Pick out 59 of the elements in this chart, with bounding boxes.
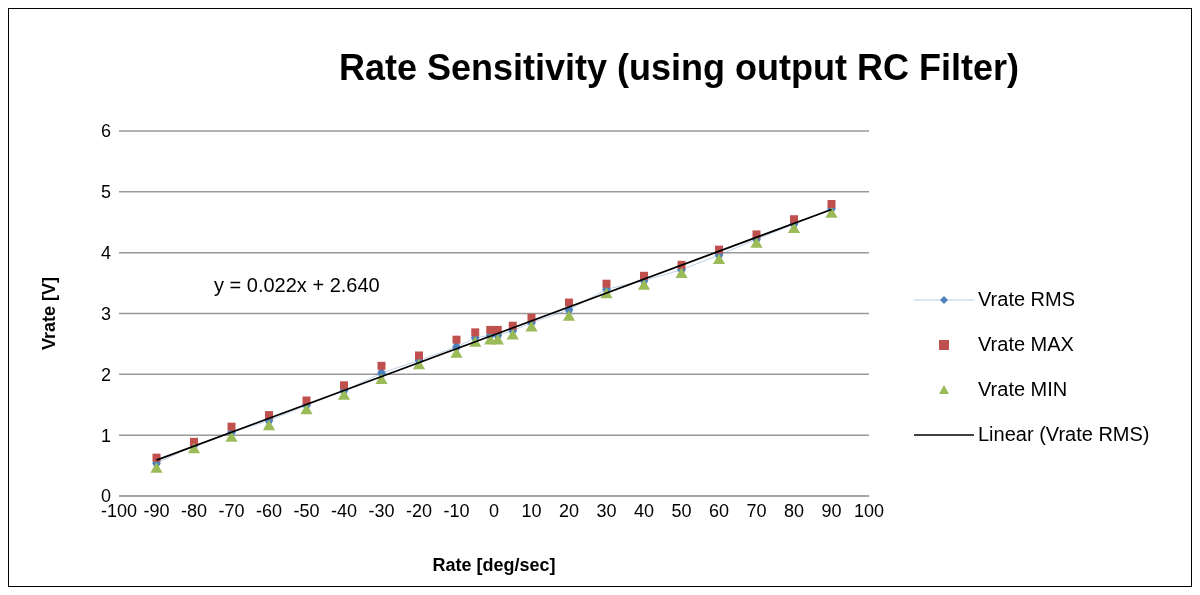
x-tick-label: 70 — [746, 500, 767, 521]
y-tick-label: 4 — [100, 243, 111, 264]
y-tick-label: 2 — [100, 364, 111, 385]
point — [471, 328, 480, 337]
y-axis-title: Vrate [V] — [39, 276, 60, 351]
legend-label: Vrate MAX — [978, 333, 1074, 356]
x-axis-title: Rate [deg/sec] — [432, 555, 556, 575]
y-tick-label: 5 — [100, 182, 111, 203]
x-tick-label: 50 — [671, 500, 692, 521]
x-tick-label: 60 — [708, 500, 730, 521]
point — [637, 279, 651, 290]
point — [827, 200, 836, 208]
point — [712, 253, 726, 265]
annotation: y = 0.022x + 2.640 — [214, 274, 380, 298]
y-tick-label: 3 — [100, 303, 111, 324]
point — [262, 419, 276, 431]
x-tick-label: -70 — [218, 500, 245, 521]
x-tick-label: -50 — [293, 500, 320, 521]
point — [337, 389, 351, 400]
point — [340, 381, 348, 390]
point — [525, 321, 538, 332]
point — [486, 325, 495, 334]
point — [562, 310, 576, 321]
point — [825, 207, 838, 218]
x-tick-label: 30 — [596, 500, 617, 521]
x-tick-label: -20 — [405, 500, 433, 521]
x-tick-label: 100 — [853, 500, 885, 521]
x-tick-label: -90 — [143, 500, 170, 521]
x-tick-label: -10 — [443, 500, 470, 521]
point — [790, 215, 798, 224]
point — [602, 279, 611, 288]
x-tick-label: -80 — [180, 500, 208, 521]
x-tick-label: -60 — [255, 500, 283, 521]
point — [225, 431, 238, 442]
point — [452, 335, 461, 344]
point — [415, 351, 423, 360]
x-tick-label: 0 — [488, 500, 500, 521]
x-tick-label: 20 — [558, 500, 580, 521]
x-tick-label: -40 — [330, 500, 358, 521]
point — [787, 222, 801, 234]
legend-label: Vrate MIN — [978, 378, 1068, 401]
point — [750, 237, 763, 248]
x-tick-label: 90 — [821, 500, 842, 521]
point — [675, 267, 688, 279]
y-tick-label: 1 — [100, 425, 111, 446]
legend-label: Linear (Vrate RMS) — [978, 423, 1150, 446]
point — [491, 333, 504, 345]
x-tick-label: -30 — [368, 500, 395, 521]
point — [150, 462, 163, 473]
chart-title: Rate Sensitivity (using output RC Filter) — [339, 47, 1020, 89]
legend-label: Vrate RMS — [978, 288, 1076, 311]
x-tick-label: 10 — [521, 500, 542, 521]
point — [227, 422, 236, 431]
x-tick-label: 40 — [633, 500, 655, 521]
point — [450, 347, 463, 358]
y-tick-label: 6 — [100, 121, 111, 142]
point — [506, 328, 519, 340]
x-tick-label: 80 — [783, 500, 805, 521]
point — [377, 361, 386, 370]
